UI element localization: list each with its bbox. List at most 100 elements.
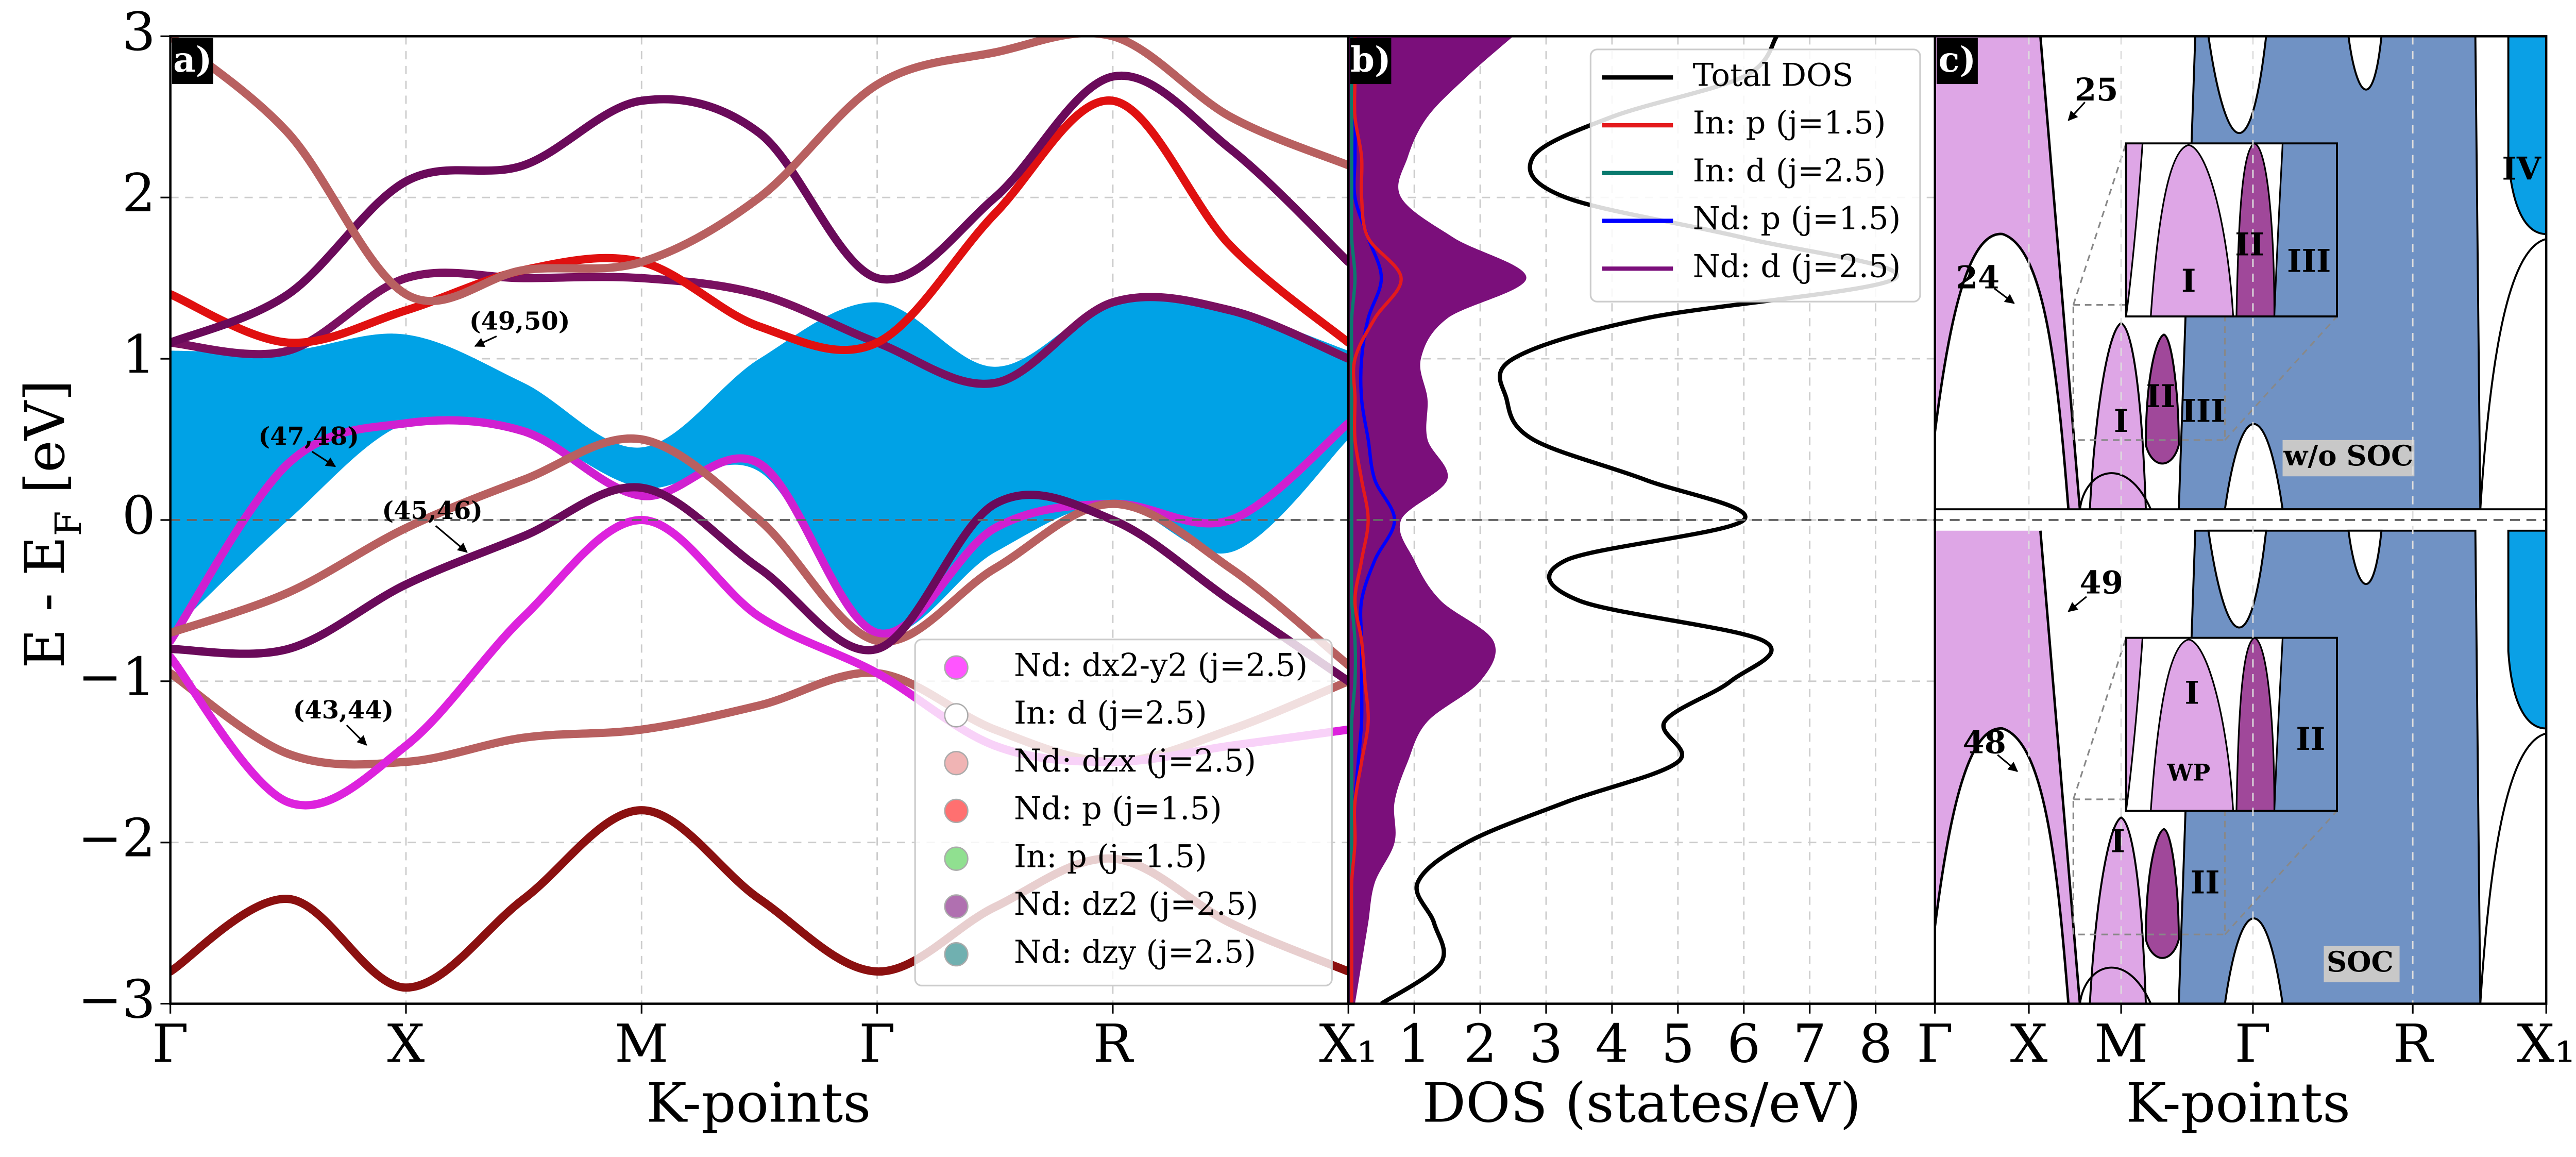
legend-label: Nd: dz2 (j=2.5) <box>1014 886 1258 923</box>
annotation: w/o SOC <box>2283 439 2414 472</box>
annotation: 25 <box>2075 72 2119 108</box>
legend-marker <box>944 942 969 967</box>
arrow <box>1993 288 2015 304</box>
x-axis-label: K-points <box>2126 1071 2350 1134</box>
annotation: (45,46) <box>382 496 483 525</box>
annotation: II <box>2191 864 2220 901</box>
legend-box <box>1589 48 1921 303</box>
legend-label: Nd: dzx (j=2.5) <box>1014 743 1256 779</box>
band-line <box>170 269 1349 388</box>
panel-label: b) <box>1350 39 1391 80</box>
legend-label: Nd: dzy (j=2.5) <box>1014 934 1256 970</box>
x-tick-label: R <box>1093 1014 1134 1075</box>
x-tick-label: R <box>2393 1014 2434 1075</box>
legend-label: Nd: p (j=1.5) <box>1014 791 1222 827</box>
x-tick-label: 4 <box>1595 1014 1629 1075</box>
annotation: 49 <box>2079 564 2123 601</box>
dos-line <box>1349 36 1358 1004</box>
band-line <box>170 483 1349 685</box>
annotation: (43,44) <box>293 696 394 725</box>
arrow <box>311 450 336 467</box>
annotation: 48 <box>1962 724 2006 761</box>
x-tick-label: X <box>2010 1014 2048 1075</box>
band-line <box>170 434 1349 669</box>
y-axis-label-part: E - E <box>13 536 77 668</box>
arrow <box>346 724 367 746</box>
x-tick-label: X₁ <box>2517 1014 2575 1075</box>
band-line <box>170 71 1349 347</box>
legend-marker <box>944 751 969 776</box>
arrow <box>474 335 497 347</box>
x-tick-label: Γ <box>1917 1014 1953 1075</box>
panel-label-box <box>1350 38 1392 85</box>
band-schematic <box>1935 36 2546 509</box>
arrow <box>2067 596 2087 612</box>
legend-marker <box>944 655 969 680</box>
y-tick-label: −1 <box>78 647 156 708</box>
legend-label: In: p (j=1.5) <box>1693 105 1886 141</box>
arrow <box>1997 754 2019 772</box>
dos-area <box>1348 36 1527 1004</box>
annotation: (47,48) <box>258 422 359 451</box>
annotation: I <box>2110 823 2125 860</box>
panel-label-box <box>172 38 213 85</box>
frame-c <box>1934 35 2548 1005</box>
annotation: I <box>2114 403 2128 440</box>
arrow <box>2067 102 2086 121</box>
legend-marker <box>944 703 969 728</box>
x-tick-label: 8 <box>1859 1014 1892 1075</box>
x-tick-label: 6 <box>1727 1014 1760 1075</box>
y-tick-label: 0 <box>122 485 156 547</box>
legend-label: Nd: d (j=2.5) <box>1693 248 1901 284</box>
x-tick-label: X <box>387 1014 425 1075</box>
x-tick-label: Γ <box>859 1014 895 1075</box>
annotation: II <box>2296 721 2325 758</box>
x-tick-label: X₁ <box>1319 1014 1378 1075</box>
y-axis-label-part: [eV] <box>13 380 77 511</box>
annotation: II <box>2146 378 2175 415</box>
annotation: III <box>2287 243 2331 280</box>
legend-label: In: d (j=2.5) <box>1693 153 1886 189</box>
annotation: (49,50) <box>469 307 570 336</box>
legend-marker <box>944 798 969 824</box>
legend-box <box>914 639 1333 987</box>
y-axis-label-part: F <box>47 511 90 536</box>
y-tick-label: 2 <box>122 163 156 224</box>
legend-marker <box>944 894 969 919</box>
annotation: IV <box>2502 151 2541 188</box>
x-tick-label: M <box>2094 1014 2148 1075</box>
legend-label: Nd: p (j=1.5) <box>1693 201 1901 237</box>
panel-label-box <box>1936 38 1978 85</box>
y-tick-label: 3 <box>122 2 156 63</box>
y-tick-label: −3 <box>78 969 156 1030</box>
x-tick-label: Γ <box>2234 1014 2271 1075</box>
legend-label: Total DOS <box>1693 57 1854 93</box>
annotation: I <box>2181 263 2196 299</box>
panel-c-bottom-shapes <box>1935 531 2546 1004</box>
panel-c-top-shapes <box>1935 36 2546 509</box>
x-axis-label: DOS (states/eV) <box>1422 1071 1861 1134</box>
annotation: SOC <box>2327 945 2394 978</box>
arrow <box>435 525 468 553</box>
band-schematic <box>1935 531 2546 1004</box>
x-tick-label: 1 <box>1398 1014 1431 1075</box>
x-tick-label: 5 <box>1661 1014 1694 1075</box>
x-tick-label: 3 <box>1529 1014 1563 1075</box>
annotation: III <box>2181 393 2225 430</box>
annotation: 24 <box>1956 260 2000 296</box>
panel-label: c) <box>1939 39 1976 80</box>
x-tick-label: 2 <box>1464 1014 1497 1075</box>
y-tick-label: 1 <box>122 324 156 385</box>
label-box <box>2324 946 2400 983</box>
band-line <box>170 96 1349 354</box>
annotation: I <box>2184 675 2199 712</box>
dos-line <box>1349 36 1403 1004</box>
legend-label: Nd: dx2-y2 (j=2.5) <box>1014 647 1308 683</box>
legend-label: In: p (j=1.5) <box>1014 839 1207 875</box>
x-tick-label: M <box>615 1014 669 1075</box>
x-tick-label: Γ <box>152 1014 189 1075</box>
x-axis-label: K-points <box>646 1071 871 1134</box>
label-box <box>2282 440 2415 477</box>
